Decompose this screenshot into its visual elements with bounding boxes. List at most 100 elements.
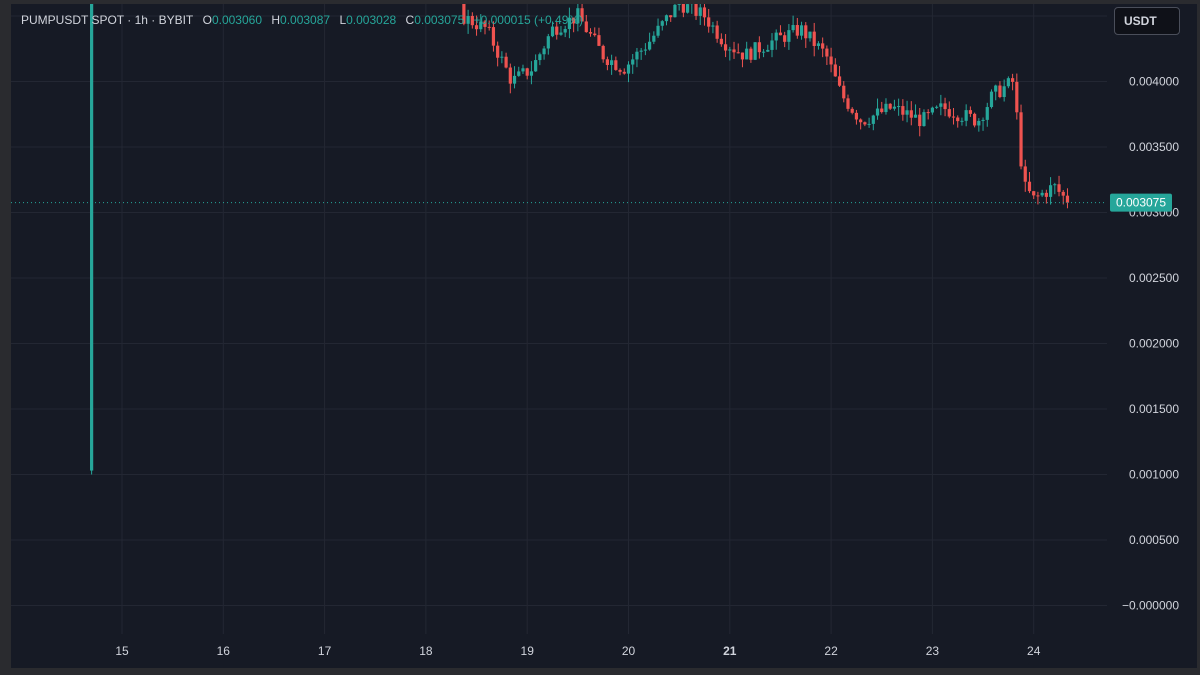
candle-body <box>466 15 470 24</box>
candle-body <box>892 106 897 109</box>
candle-body <box>753 42 757 60</box>
x-tick-label: 21 <box>723 644 737 658</box>
candle-body <box>580 8 584 22</box>
candle-body <box>854 112 859 120</box>
candle-body <box>639 50 643 52</box>
candle-body <box>572 17 576 24</box>
chart-window: −0.000000 0.000500 0.001000 0.001500 0.00200… <box>11 4 1197 668</box>
candle-body <box>538 54 542 61</box>
candle-body <box>989 91 994 108</box>
candle-body <box>694 4 698 16</box>
candle-body <box>981 119 985 121</box>
candle-body <box>597 35 601 46</box>
candle-body <box>614 60 618 70</box>
candle-body <box>761 51 766 53</box>
candle-body <box>635 51 639 60</box>
candle-body <box>778 32 783 36</box>
candle-body <box>837 76 842 86</box>
currency-button[interactable]: USDT <box>1114 7 1180 35</box>
candlestick-chart[interactable]: −0.000000 0.000500 0.001000 0.001500 0.00200… <box>11 4 1197 668</box>
candle-body <box>973 113 977 126</box>
symbol-label[interactable]: PUMPUSDT SPOT · 1h · BYBIT <box>21 13 194 27</box>
candle-body <box>483 21 487 27</box>
candle-body <box>783 35 787 42</box>
y-tick-label: 0.002000 <box>1129 337 1179 351</box>
candle-body <box>939 103 943 107</box>
candle-body <box>947 109 951 117</box>
low-label: L <box>339 13 347 27</box>
y-tick-label: 0.000500 <box>1129 533 1179 547</box>
candle-body <box>846 98 850 109</box>
candle-body <box>757 42 761 53</box>
candle-body <box>888 103 892 109</box>
candle-body <box>702 7 707 18</box>
candle-body <box>787 30 791 42</box>
candle-body <box>930 107 934 113</box>
candle-body <box>664 15 669 22</box>
candle-body <box>875 108 880 116</box>
candle-body <box>799 25 804 36</box>
candle-body <box>1032 191 1036 196</box>
high-label: H <box>271 13 281 27</box>
candle-body <box>512 75 517 84</box>
candle-body <box>707 17 711 27</box>
x-tick-label: 16 <box>217 644 231 658</box>
y-tick-label: 0.001000 <box>1129 468 1179 482</box>
low-value: 0.003028 <box>346 13 397 27</box>
candle-body <box>660 21 664 26</box>
candle-body <box>913 114 918 118</box>
candle-body <box>723 44 728 51</box>
candle-body <box>517 71 521 76</box>
candle-body <box>926 112 930 114</box>
candle-body <box>918 114 922 127</box>
candle-body <box>546 36 550 49</box>
candle-body <box>922 112 926 127</box>
candle-body <box>652 35 656 42</box>
candle-body <box>943 103 947 110</box>
candle-body <box>867 123 871 125</box>
candle-body <box>496 45 500 58</box>
candle-body <box>821 43 825 49</box>
x-tick-label: 23 <box>926 644 940 658</box>
candle-body <box>812 31 816 46</box>
candle-body <box>985 107 989 120</box>
candle-body <box>584 21 588 33</box>
y-tick-label: 0.003500 <box>1129 140 1179 154</box>
candle-body <box>555 26 559 35</box>
candle-body <box>605 59 609 65</box>
candle-body <box>977 120 981 126</box>
candle-body <box>935 106 939 108</box>
candle-body <box>622 71 626 74</box>
candle-body <box>559 32 563 35</box>
candle-body <box>525 68 529 76</box>
candle-body <box>487 26 491 28</box>
candle-body <box>1053 184 1057 186</box>
candle-body <box>816 43 821 46</box>
candle-body <box>1044 192 1048 197</box>
change-value: +0.000015 (+0.49%) <box>473 13 584 27</box>
candle-body <box>521 68 525 72</box>
candle-body <box>829 56 833 65</box>
candle-body <box>774 32 778 41</box>
candle-body <box>593 33 597 36</box>
candle-body <box>715 25 719 39</box>
candle-body <box>884 103 888 113</box>
candle-body <box>474 25 479 30</box>
candle-body <box>711 25 715 27</box>
candle-body <box>567 17 572 30</box>
candle-body <box>850 108 854 113</box>
x-tick-label: 17 <box>318 644 332 658</box>
x-tick-label: 22 <box>824 644 838 658</box>
open-label: O <box>202 13 212 27</box>
candle-body <box>1057 184 1061 192</box>
candle-body <box>610 60 614 65</box>
ohlc-legend: PUMPUSDT SPOT · 1h · BYBIT O0.003060 H0.… <box>21 13 583 27</box>
candle-body <box>601 45 605 60</box>
x-tick-label: 18 <box>419 644 433 658</box>
candle-body <box>1010 78 1015 82</box>
x-tick-label: 20 <box>622 644 636 658</box>
candle-body <box>880 108 884 113</box>
candle-body <box>669 15 673 18</box>
candle-body <box>1002 86 1006 98</box>
candle-body <box>1023 166 1027 182</box>
